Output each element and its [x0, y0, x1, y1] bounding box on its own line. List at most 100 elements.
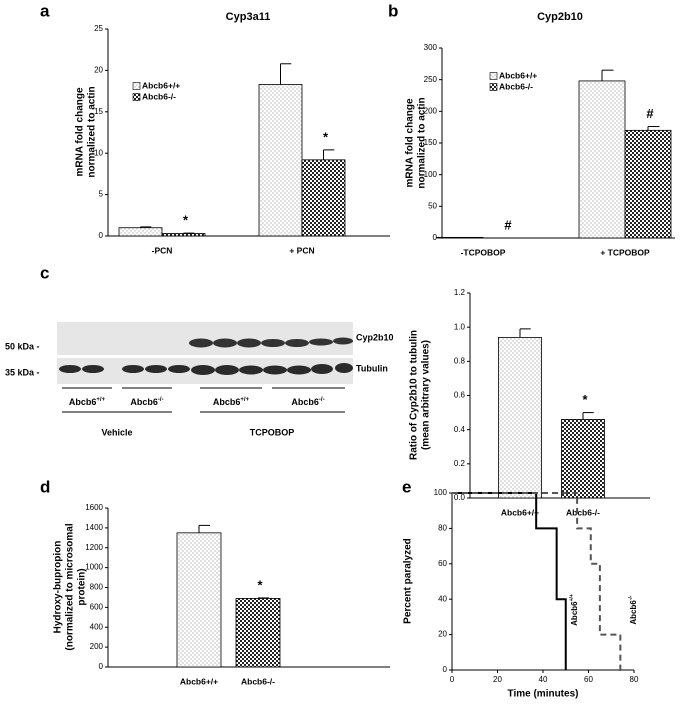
bar	[258, 84, 303, 237]
group-label: Abcb6+/+	[69, 397, 106, 408]
x-tick-label: Abcb6+/+	[180, 676, 218, 686]
group-name: Abcb6	[291, 397, 319, 407]
legend-label: Abcb6+/+	[142, 80, 180, 90]
legend-swatch	[489, 83, 498, 91]
bar	[235, 598, 281, 668]
y-axis-label: mRNA fold change	[75, 87, 86, 177]
x-tick-label: 80	[630, 675, 639, 684]
bar	[624, 129, 672, 239]
treatment-label: Vehicle	[101, 427, 132, 437]
x-tick-label: + PCN	[289, 245, 314, 255]
y-tick-label: 1400	[85, 523, 103, 532]
legend-label: Abcb6+/+	[499, 70, 537, 80]
y-tick-label: 1200	[85, 543, 103, 552]
y-tick-label: 0.2	[454, 459, 466, 468]
marker-label: 50 kDa -	[5, 341, 40, 351]
y-axis-label: Hydroxy-bupropion	[53, 541, 64, 634]
y-axis-label: Ratio of Cyp2b10 to tubulin	[409, 330, 420, 460]
y-tick-label: 200	[90, 642, 104, 651]
group-sup: -/-	[319, 397, 325, 403]
y-tick-label: 0.4	[454, 425, 466, 434]
legend-swatch	[489, 72, 498, 80]
x-tick-label: Abcb6-/-	[241, 676, 275, 686]
y-tick-label: 100	[424, 170, 438, 179]
y-tick-label: 200	[424, 106, 438, 115]
x-axis-label: Time (minutes)	[508, 689, 579, 700]
y-tick-label: 300	[424, 43, 438, 52]
y-tick-label: 0	[443, 665, 448, 674]
y-axis-label: (normalized to microsomal	[65, 523, 76, 650]
y-tick-label: 600	[90, 602, 104, 611]
y-tick-label: 250	[424, 75, 438, 84]
series-label: Abcb6-/-	[628, 595, 638, 625]
annotation: *	[323, 129, 329, 144]
series-sup: +/+	[569, 594, 575, 601]
legend-swatch	[132, 82, 141, 90]
group-name: Abcb6	[213, 397, 241, 407]
y-tick-label: 400	[90, 622, 104, 631]
y-tick-label: 1000	[85, 563, 103, 572]
y-tick-label: 50	[428, 201, 437, 210]
y-tick-label: 1.2	[454, 288, 466, 297]
x-tick-label: -PCN	[152, 245, 173, 255]
y-tick-label: 80	[438, 524, 447, 533]
y-tick-label: 1.0	[454, 322, 466, 331]
cyp2b10-bands	[189, 337, 353, 348]
survival-line	[452, 492, 625, 671]
chart-title: Cyp2b10	[537, 11, 583, 23]
annotation: #	[504, 217, 512, 232]
y-axis-label: normalized to actin	[417, 97, 428, 188]
marker-label: 35 kDa -	[5, 367, 40, 377]
series-name: Abcb6	[570, 601, 579, 626]
y-tick-label: 40	[438, 594, 447, 603]
y-tick-label: 60	[438, 559, 447, 568]
y-axis-label: mRNA fold change	[405, 98, 416, 188]
group-name: Abcb6	[69, 397, 97, 407]
y-axis-label: protein)	[77, 568, 88, 605]
group-sup: -/-	[158, 397, 164, 403]
bar	[301, 159, 346, 237]
blot-image	[57, 322, 353, 384]
x-tick-label: 60	[584, 675, 593, 684]
series-sup: -/-	[628, 595, 634, 600]
group-label: Abcb6-/-	[130, 397, 163, 408]
y-tick-label: 10	[94, 148, 103, 157]
bar	[498, 337, 542, 499]
y-tick-label: 0.6	[454, 391, 466, 400]
treatment-label: TCPOBOP	[250, 427, 295, 437]
panel-letter: d	[40, 477, 50, 496]
group-name: Abcb6	[130, 397, 158, 407]
series-label: Abcb6+/+	[569, 594, 579, 626]
bar	[578, 80, 626, 239]
y-tick-label: 0	[99, 662, 104, 671]
y-tick-label: 15	[94, 107, 103, 116]
bar	[118, 227, 163, 237]
y-tick-label: 1600	[85, 503, 103, 512]
legend-label: Abcb6-/-	[142, 91, 176, 101]
y-axis-label: Percent paralyzed	[403, 538, 414, 624]
y-tick-label: 5	[99, 190, 104, 199]
survival-line	[452, 492, 567, 670]
y-tick-label: 0.8	[454, 356, 466, 365]
x-tick-label: Abcb6-/-	[566, 507, 600, 517]
annotation: *	[257, 577, 263, 592]
panel-letter: a	[40, 1, 50, 20]
bar	[161, 233, 206, 237]
group-sup: +/+	[96, 397, 105, 403]
y-axis-label: (mean arbitrary values)	[421, 340, 432, 450]
band-label: Tubulin	[356, 363, 388, 373]
annotation: *	[582, 392, 588, 407]
chart-title: Cyp3a11	[226, 11, 271, 23]
band-label: Cyp2b10	[356, 332, 394, 342]
series-name: Abcb6	[629, 600, 638, 625]
bar	[436, 236, 484, 239]
tubulin-bands	[59, 363, 353, 375]
y-axis-label: normalized to actin	[87, 86, 98, 177]
annotation: #	[646, 106, 654, 121]
panel-letter: c	[40, 263, 49, 282]
y-tick-label: 800	[90, 583, 104, 592]
y-tick-label: 25	[94, 24, 103, 33]
bar	[561, 419, 605, 499]
